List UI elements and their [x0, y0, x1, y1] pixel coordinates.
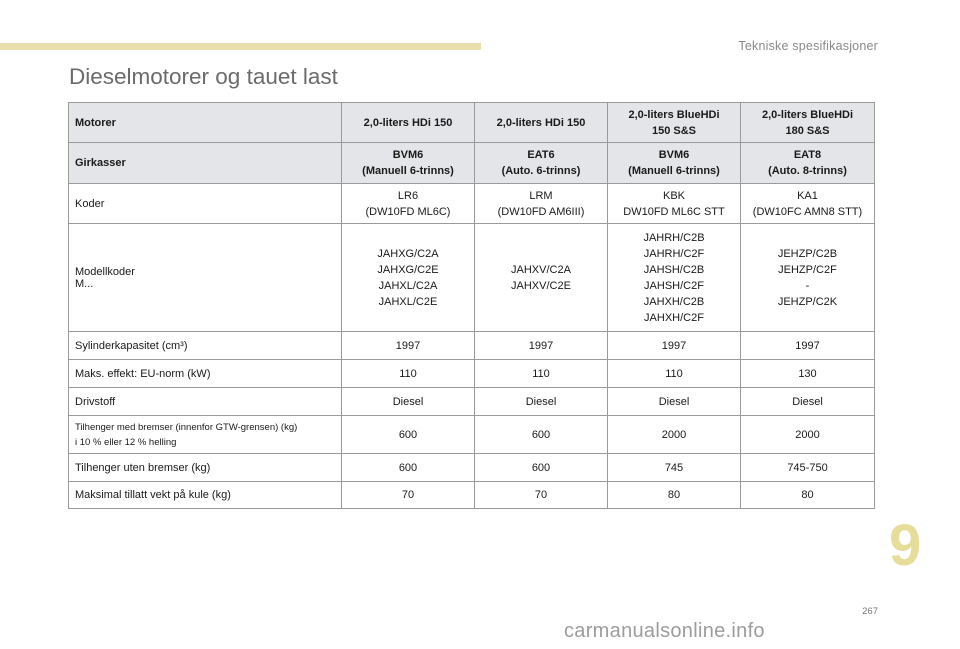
- table-cell: 2,0-liters BlueHDi 150 S&S: [607, 102, 741, 143]
- table-cell: 1997: [474, 331, 608, 360]
- table-header-row-gearboxes: Girkasser BVM6 (Manuell 6-trinns) EAT6 (…: [68, 142, 875, 184]
- section-label: Tekniske spesifikasjoner: [738, 39, 878, 53]
- row-label: Drivstoff: [68, 387, 342, 416]
- table-cell: KBK DW10FD ML6C STT: [607, 183, 741, 224]
- page-number: 267: [862, 606, 878, 617]
- table-cell: 600: [474, 415, 608, 454]
- row-label: Maksimal tillatt vekt på kule (kg): [68, 481, 342, 509]
- table-cell: Diesel: [740, 387, 875, 416]
- watermark-text: carmanualsonline.info: [564, 620, 765, 642]
- table-cell: Diesel: [607, 387, 741, 416]
- table-cell: 2,0-liters HDi 150: [474, 102, 608, 143]
- table-cell: JEHZP/C2B JEHZP/C2F - JEHZP/C2K: [740, 223, 875, 332]
- table-row-displacement: Sylinderkapasitet (cm³) 1997 1997 1997 1…: [68, 331, 875, 360]
- table-cell: Diesel: [341, 387, 475, 416]
- chapter-number: 9: [889, 513, 922, 578]
- table-row-unbraked-trailer: Tilhenger uten bremser (kg) 600 600 745 …: [68, 453, 875, 482]
- table-cell: Diesel: [474, 387, 608, 416]
- table-cell: 1997: [740, 331, 875, 360]
- table-cell: 110: [607, 359, 741, 388]
- table-cell: 600: [341, 453, 475, 482]
- table-header-row-engines: Motorer 2,0-liters HDi 150 2,0-liters HD…: [68, 102, 875, 143]
- row-label: Modellkoder M...: [68, 223, 342, 332]
- table-row-towball-weight: Maksimal tillatt vekt på kule (kg) 70 70…: [68, 481, 875, 509]
- row-label: Girkasser: [68, 142, 342, 184]
- table-cell: LRM (DW10FD AM6III): [474, 183, 608, 224]
- table-row-braked-trailer: Tilhenger med bremser (innenfor GTW-gren…: [68, 415, 875, 454]
- table-cell: 80: [607, 481, 741, 509]
- table-cell: 80: [740, 481, 875, 509]
- table-row-fuel: Drivstoff Diesel Diesel Diesel Diesel: [68, 387, 875, 416]
- specifications-table: Motorer 2,0-liters HDi 150 2,0-liters HD…: [68, 102, 875, 509]
- table-cell: 600: [341, 415, 475, 454]
- table-cell: 2000: [607, 415, 741, 454]
- table-cell: BVM6 (Manuell 6-trinns): [607, 142, 741, 184]
- table-row-max-power: Maks. effekt: EU-norm (kW) 110 110 110 1…: [68, 359, 875, 388]
- table-cell: BVM6 (Manuell 6-trinns): [341, 142, 475, 184]
- table-cell: 1997: [607, 331, 741, 360]
- table-cell: KA1 (DW10FC AMN8 STT): [740, 183, 875, 224]
- table-cell: LR6 (DW10FD ML6C): [341, 183, 475, 224]
- row-label: Motorer: [68, 102, 342, 143]
- table-cell: 130: [740, 359, 875, 388]
- row-label: Koder: [68, 183, 342, 224]
- table-cell: 110: [341, 359, 475, 388]
- table-cell: EAT8 (Auto. 8-trinns): [740, 142, 875, 184]
- table-row-codes: Koder LR6 (DW10FD ML6C) LRM (DW10FD AM6I…: [68, 183, 875, 224]
- table-cell: 600: [474, 453, 608, 482]
- table-cell: 70: [474, 481, 608, 509]
- table-cell: JAHXG/C2A JAHXG/C2E JAHXL/C2A JAHXL/C2E: [341, 223, 475, 332]
- table-row-model-codes: Modellkoder M... JAHXG/C2A JAHXG/C2E JAH…: [68, 223, 875, 332]
- table-cell: 70: [341, 481, 475, 509]
- row-label: Tilhenger med bremser (innenfor GTW-gren…: [68, 415, 342, 454]
- table-cell: 745-750: [740, 453, 875, 482]
- table-cell: 745: [607, 453, 741, 482]
- table-cell: JAHXV/C2A JAHXV/C2E: [474, 223, 608, 332]
- row-label: Sylinderkapasitet (cm³): [68, 331, 342, 360]
- row-label: Tilhenger uten bremser (kg): [68, 453, 342, 482]
- table-cell: EAT6 (Auto. 6-trinns): [474, 142, 608, 184]
- table-cell: 1997: [341, 331, 475, 360]
- top-accent-bar: [0, 43, 481, 50]
- page-title: Dieselmotorer og tauet last: [69, 64, 338, 89]
- table-cell: 2,0-liters HDi 150: [341, 102, 475, 143]
- table-cell: 2,0-liters BlueHDi 180 S&S: [740, 102, 875, 143]
- table-cell: 110: [474, 359, 608, 388]
- table-cell: JAHRH/C2B JAHRH/C2F JAHSH/C2B JAHSH/C2F …: [607, 223, 741, 332]
- table-cell: 2000: [740, 415, 875, 454]
- row-label: Maks. effekt: EU-norm (kW): [68, 359, 342, 388]
